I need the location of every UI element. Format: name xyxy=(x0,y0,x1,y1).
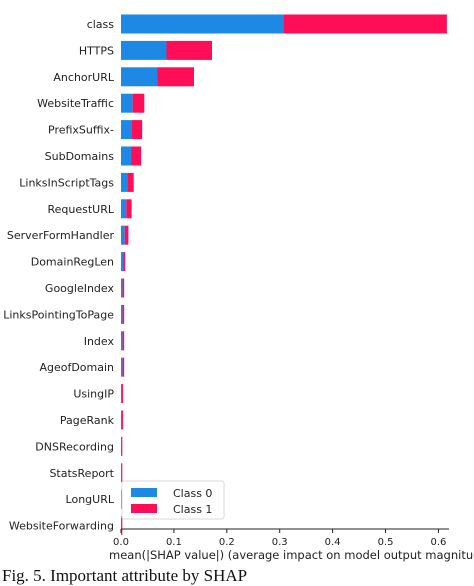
y-label-linksinscripttags: LinksInScriptTags xyxy=(19,176,114,189)
bars-group xyxy=(121,14,447,536)
y-label-statsreport: StatsReport xyxy=(49,467,114,480)
y-label-websiteforwarding: WebsiteForwarding xyxy=(9,520,114,533)
bar-https-class-0 xyxy=(121,40,167,60)
y-label-anchorurl: AnchorURL xyxy=(53,71,114,84)
x-tick-label: 0.6 xyxy=(430,537,446,548)
bar-domainreglen-class-1 xyxy=(123,252,126,272)
y-tick-labels: class HTTPS AnchorURL WebsiteTraffic PrefixS… xyxy=(3,18,115,533)
bar-websitetraffic-class-1 xyxy=(132,93,145,113)
x-tick-label: 0.3 xyxy=(272,537,288,548)
y-label-linkspointingtopage: LinksPointingToPage xyxy=(3,308,114,321)
bar-index-class-0 xyxy=(121,331,123,351)
bar-linkspointingtopage-class-1 xyxy=(122,304,125,324)
bar-websiteforwarding-class-0 xyxy=(121,516,122,536)
y-label-domainreglen: DomainRegLen xyxy=(31,256,114,269)
bar-prefixsuffix-class-0 xyxy=(121,120,132,140)
bar-class-class-0 xyxy=(121,14,284,34)
legend-label-class-0: Class 0 xyxy=(173,487,212,500)
bar-ageofdomain-class-0 xyxy=(121,357,123,377)
bar-requesturl-class-0 xyxy=(121,199,127,219)
bar-prefixsuffix-class-1 xyxy=(131,120,143,140)
y-label-googleindex: GoogleIndex xyxy=(45,282,115,295)
bar-requesturl-class-1 xyxy=(126,199,132,219)
y-label-ageofdomain: AgeofDomain xyxy=(39,361,114,374)
bar-longurl-class-0 xyxy=(121,489,122,509)
x-axis-label: mean(|SHAP value|) (average impact on mo… xyxy=(109,548,474,562)
bar-websiteforwarding-class-1 xyxy=(121,516,123,536)
bar-googleindex-class-0 xyxy=(121,278,123,298)
legend-swatch-class-0 xyxy=(131,488,157,497)
x-tick-label: 0.0 xyxy=(113,537,129,548)
bar-usingip-class-1 xyxy=(122,384,124,404)
y-label-dnsrecording: DNSRecording xyxy=(35,440,114,453)
y-label-index: Index xyxy=(84,335,115,348)
y-label-subdomains: SubDomains xyxy=(45,150,115,163)
bar-linkspointingtopage-class-0 xyxy=(121,304,123,324)
bar-websitetraffic-class-0 xyxy=(121,93,133,113)
bar-statsreport-class-0 xyxy=(121,463,122,483)
bar-anchorurl-class-1 xyxy=(157,67,195,87)
bar-serverformhandler-class-0 xyxy=(121,225,125,245)
legend: Class 0 Class 1 xyxy=(121,480,225,520)
y-label-https: HTTPS xyxy=(79,44,114,57)
y-label-usingip: UsingIP xyxy=(73,388,114,401)
y-label-longurl: LongURL xyxy=(66,493,115,506)
y-label-serverformhandler: ServerFormHandler xyxy=(7,229,115,242)
bar-usingip-class-0 xyxy=(121,384,123,404)
bar-ageofdomain-class-1 xyxy=(122,357,125,377)
y-label-websitetraffic: WebsiteTraffic xyxy=(37,97,114,110)
bar-serverformhandler-class-1 xyxy=(124,225,129,245)
bar-googleindex-class-1 xyxy=(122,278,125,298)
bar-anchorurl-class-0 xyxy=(121,67,158,87)
bar-class-class-1 xyxy=(283,14,447,34)
figure-caption: Fig. 5. Important attribute by SHAP xyxy=(2,566,248,585)
bar-linksinscripttags-class-1 xyxy=(127,172,134,192)
bar-linksinscripttags-class-0 xyxy=(121,172,128,192)
x-ticks: 0.0 0.1 0.2 0.3 0.4 0.5 0.6 xyxy=(113,529,446,548)
y-label-prefixsuffix: PrefixSuffix- xyxy=(48,124,114,137)
bar-subdomains-class-1 xyxy=(131,146,142,166)
bar-index-class-1 xyxy=(122,331,125,351)
bar-domainreglen-class-0 xyxy=(121,252,124,272)
bar-dnsrecording-class-1 xyxy=(121,436,123,456)
y-label-requesturl: RequestURL xyxy=(47,203,114,216)
x-tick-label: 0.2 xyxy=(219,537,235,548)
bar-pagerank-class-0 xyxy=(121,410,123,430)
bar-statsreport-class-1 xyxy=(121,463,123,483)
legend-swatch-class-1 xyxy=(131,504,157,513)
y-label-pagerank: PageRank xyxy=(60,414,115,427)
bar-https-class-1 xyxy=(166,40,212,60)
bar-pagerank-class-1 xyxy=(122,410,124,430)
x-tick-label: 0.1 xyxy=(166,537,182,548)
x-tick-label: 0.5 xyxy=(378,537,394,548)
bar-dnsrecording-class-0 xyxy=(121,436,122,456)
bar-subdomains-class-0 xyxy=(121,146,132,166)
x-tick-label: 0.4 xyxy=(325,537,341,548)
y-label-class: class xyxy=(87,18,115,31)
legend-label-class-1: Class 1 xyxy=(173,503,212,516)
